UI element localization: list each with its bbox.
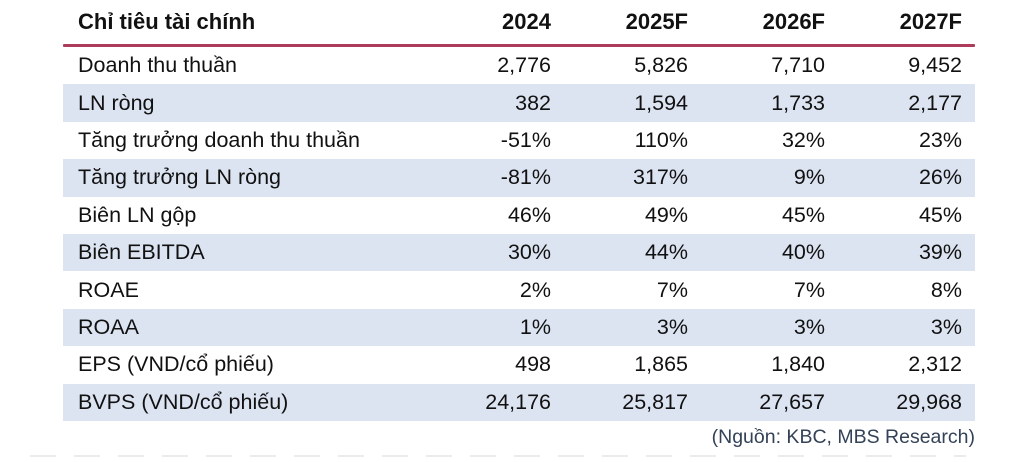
row-label: ROAA (78, 314, 139, 339)
row-value: 9% (793, 165, 825, 190)
header-col-2027f: 2027F (899, 9, 962, 34)
row-value: 2% (519, 277, 551, 302)
source-note: (Nguồn: KBC, MBS Research) (711, 425, 975, 448)
table-row: Biên EBITDA 30% 44% 40% 39% (63, 233, 975, 272)
row-value: 27,657 (759, 389, 825, 414)
header-col-2024: 2024 (502, 9, 551, 34)
financial-metrics-table: Chỉ tiêu tài chính 2024 2025F 2026F 2027… (63, 0, 975, 449)
table-row: Doanh thu thuần 2,776 5,826 7,710 9,452 (63, 47, 975, 84)
row-value: 40% (781, 240, 825, 265)
row-value: 24,176 (485, 389, 551, 414)
row-value: 7% (793, 277, 825, 302)
row-value: 110% (634, 127, 688, 152)
row-value: 3% (930, 314, 962, 339)
row-label: Biên EBITDA (78, 240, 205, 265)
row-value: 7% (656, 277, 688, 302)
table-row: ROAE 2% 7% 7% 8% (63, 271, 975, 308)
row-value: 3% (793, 314, 825, 339)
row-label: Biên LN gộp (78, 202, 197, 227)
header-col-2026f: 2026F (762, 9, 825, 34)
row-value: 45% (918, 202, 962, 227)
row-value: 26% (918, 165, 962, 190)
row-value: 45% (781, 202, 825, 227)
row-value: 39% (918, 240, 962, 265)
row-value: 1,865 (634, 352, 688, 377)
table-row: Tăng trưởng LN ròng -81% 317% 9% 26% (63, 159, 975, 197)
row-value: 382 (515, 90, 551, 115)
table-row: ROAA 1% 3% 3% 3% (63, 308, 975, 347)
table-row: Tăng trưởng doanh thu thuần -51% 110% 32% 23… (63, 122, 975, 159)
header-col-2025f: 2025F (625, 9, 688, 34)
row-value: 2,312 (908, 352, 962, 377)
row-label: Tăng trưởng LN ròng (78, 165, 281, 190)
row-value: 2,776 (497, 53, 551, 78)
row-label: LN ròng (78, 90, 155, 115)
row-value: 32% (781, 127, 825, 152)
row-value: 46% (507, 202, 551, 227)
row-value: 29,968 (896, 389, 962, 414)
cropped-content-artifact (30, 455, 966, 457)
table-row: Biên LN gộp 46% 49% 45% 45% (63, 197, 975, 234)
row-value: 30% (507, 240, 551, 265)
row-value: 25,817 (622, 389, 688, 414)
row-value: -51% (500, 127, 551, 152)
row-value: 49% (644, 202, 688, 227)
row-value: 44% (644, 240, 688, 265)
row-value: 9,452 (908, 53, 962, 78)
row-label: Tăng trưởng doanh thu thuần (78, 127, 360, 152)
row-value: 317% (633, 165, 688, 190)
row-value: 3% (656, 314, 688, 339)
table-row: LN ròng 382 1,594 1,733 2,177 (63, 84, 975, 122)
row-label: BVPS (VND/cổ phiếu) (78, 389, 289, 414)
row-value: 1,594 (634, 90, 688, 115)
table-header-row: Chỉ tiêu tài chính 2024 2025F 2026F 2027… (63, 0, 975, 44)
row-value: 8% (930, 277, 962, 302)
row-value: -81% (500, 165, 551, 190)
row-value: 1,733 (771, 90, 825, 115)
row-value: 7,710 (771, 53, 825, 78)
table-row: EPS (VND/cổ phiếu) 498 1,865 1,840 2,312 (63, 346, 975, 383)
table-row: BVPS (VND/cổ phiếu) 24,176 25,817 27,657 29,… (63, 383, 975, 421)
table-body: Doanh thu thuần 2,776 5,826 7,710 9,452 LN rò… (63, 47, 975, 421)
header-label: Chỉ tiêu tài chính (78, 9, 256, 34)
header-underline-rule (63, 44, 975, 47)
row-value: 498 (515, 352, 551, 377)
row-value: 1% (519, 314, 551, 339)
row-value: 1,840 (771, 352, 825, 377)
row-label: EPS (VND/cổ phiếu) (78, 352, 274, 377)
row-value: 5,826 (634, 53, 688, 78)
row-label: ROAE (78, 277, 139, 302)
row-value: 23% (918, 127, 962, 152)
row-value: 2,177 (908, 90, 962, 115)
row-label: Doanh thu thuần (78, 53, 237, 78)
